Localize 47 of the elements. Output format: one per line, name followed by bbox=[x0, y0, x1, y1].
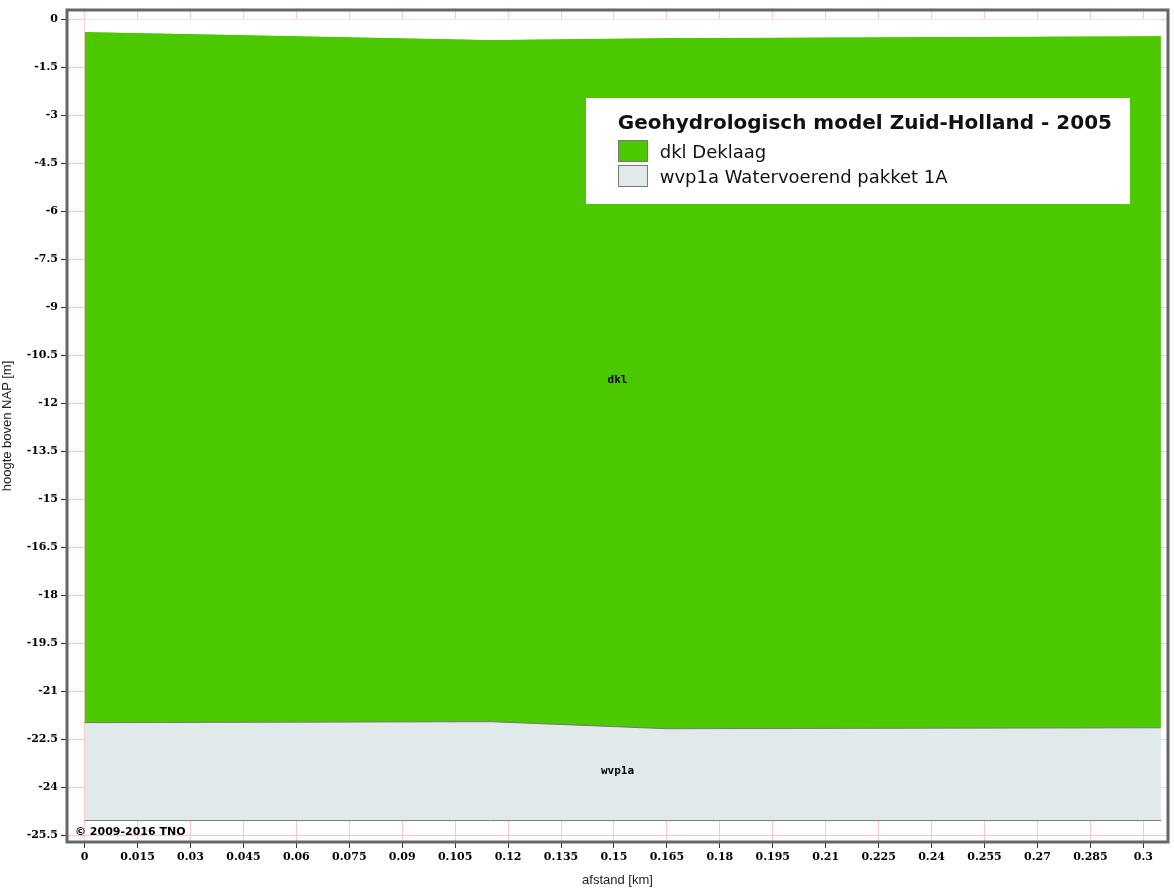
x-tick-label: 0.165 bbox=[649, 850, 685, 864]
y-tick-label: -12 bbox=[38, 396, 58, 410]
x-tick-label: 0.09 bbox=[388, 850, 416, 864]
y-tick-label: -15 bbox=[38, 492, 58, 506]
y-tick-label: -1.5 bbox=[34, 60, 58, 74]
x-tick-label: 0.03 bbox=[177, 850, 204, 864]
legend-label: wvp1a Watervoerend pakket 1A bbox=[659, 165, 948, 187]
x-tick-label: 0.135 bbox=[543, 850, 579, 864]
x-tick-label: 0.045 bbox=[226, 850, 261, 864]
y-tick-label: -4.5 bbox=[34, 156, 58, 170]
x-tick-label: 0 bbox=[80, 850, 89, 864]
x-tick-label: 0.105 bbox=[437, 850, 473, 864]
x-tick-label: 0.24 bbox=[918, 850, 946, 864]
annotation: wvp1a bbox=[600, 763, 635, 777]
x-tick-label: 0.255 bbox=[967, 850, 1002, 864]
x-tick-label: 0.225 bbox=[861, 850, 896, 864]
x-tick-label: 0.21 bbox=[812, 850, 840, 864]
y-tick-label: -18 bbox=[38, 588, 59, 602]
y-tick-label: -21 bbox=[38, 684, 58, 698]
y-axis-title: hoogte boven NAP [m] bbox=[0, 360, 15, 492]
y-tick-label: 0 bbox=[50, 12, 59, 26]
x-tick-label: 0.195 bbox=[755, 850, 790, 864]
x-tick-label: 0.3 bbox=[1133, 850, 1153, 864]
x-tick-label: 0.27 bbox=[1024, 850, 1051, 864]
y-tick-label: -16.5 bbox=[26, 540, 58, 554]
x-tick-label: 0.075 bbox=[332, 850, 367, 864]
legend-label: dkl Deklaag bbox=[659, 140, 767, 162]
annotation: dkl bbox=[607, 373, 628, 387]
y-tick-label: -24 bbox=[38, 780, 59, 794]
x-tick-label: 0.06 bbox=[282, 850, 311, 864]
y-tick-label: -3 bbox=[45, 108, 58, 122]
x-tick-label: 0.18 bbox=[706, 850, 734, 864]
x-tick-label: 0.015 bbox=[120, 850, 155, 864]
annotation: © 2009-2016 TNO bbox=[75, 825, 186, 839]
x-tick-label: 0.285 bbox=[1073, 850, 1108, 864]
legend-title: Geohydrologisch model Zuid-Holland - 2005 bbox=[617, 110, 1112, 134]
y-tick-label: -13.5 bbox=[26, 444, 58, 458]
y-tick-label: -10.5 bbox=[26, 348, 58, 362]
x-axis-title: afstand [km] bbox=[582, 871, 653, 887]
y-tick-label: -6 bbox=[45, 204, 59, 218]
y-tick-label: -7.5 bbox=[34, 252, 58, 266]
x-tick-label: 0.15 bbox=[600, 850, 628, 864]
y-tick-label: -25.5 bbox=[26, 828, 58, 842]
y-tick-label: -9 bbox=[45, 300, 58, 314]
y-tick-label: -19.5 bbox=[26, 636, 58, 650]
y-tick-label: -22.5 bbox=[26, 732, 58, 746]
x-tick-label: 0.12 bbox=[494, 850, 522, 864]
